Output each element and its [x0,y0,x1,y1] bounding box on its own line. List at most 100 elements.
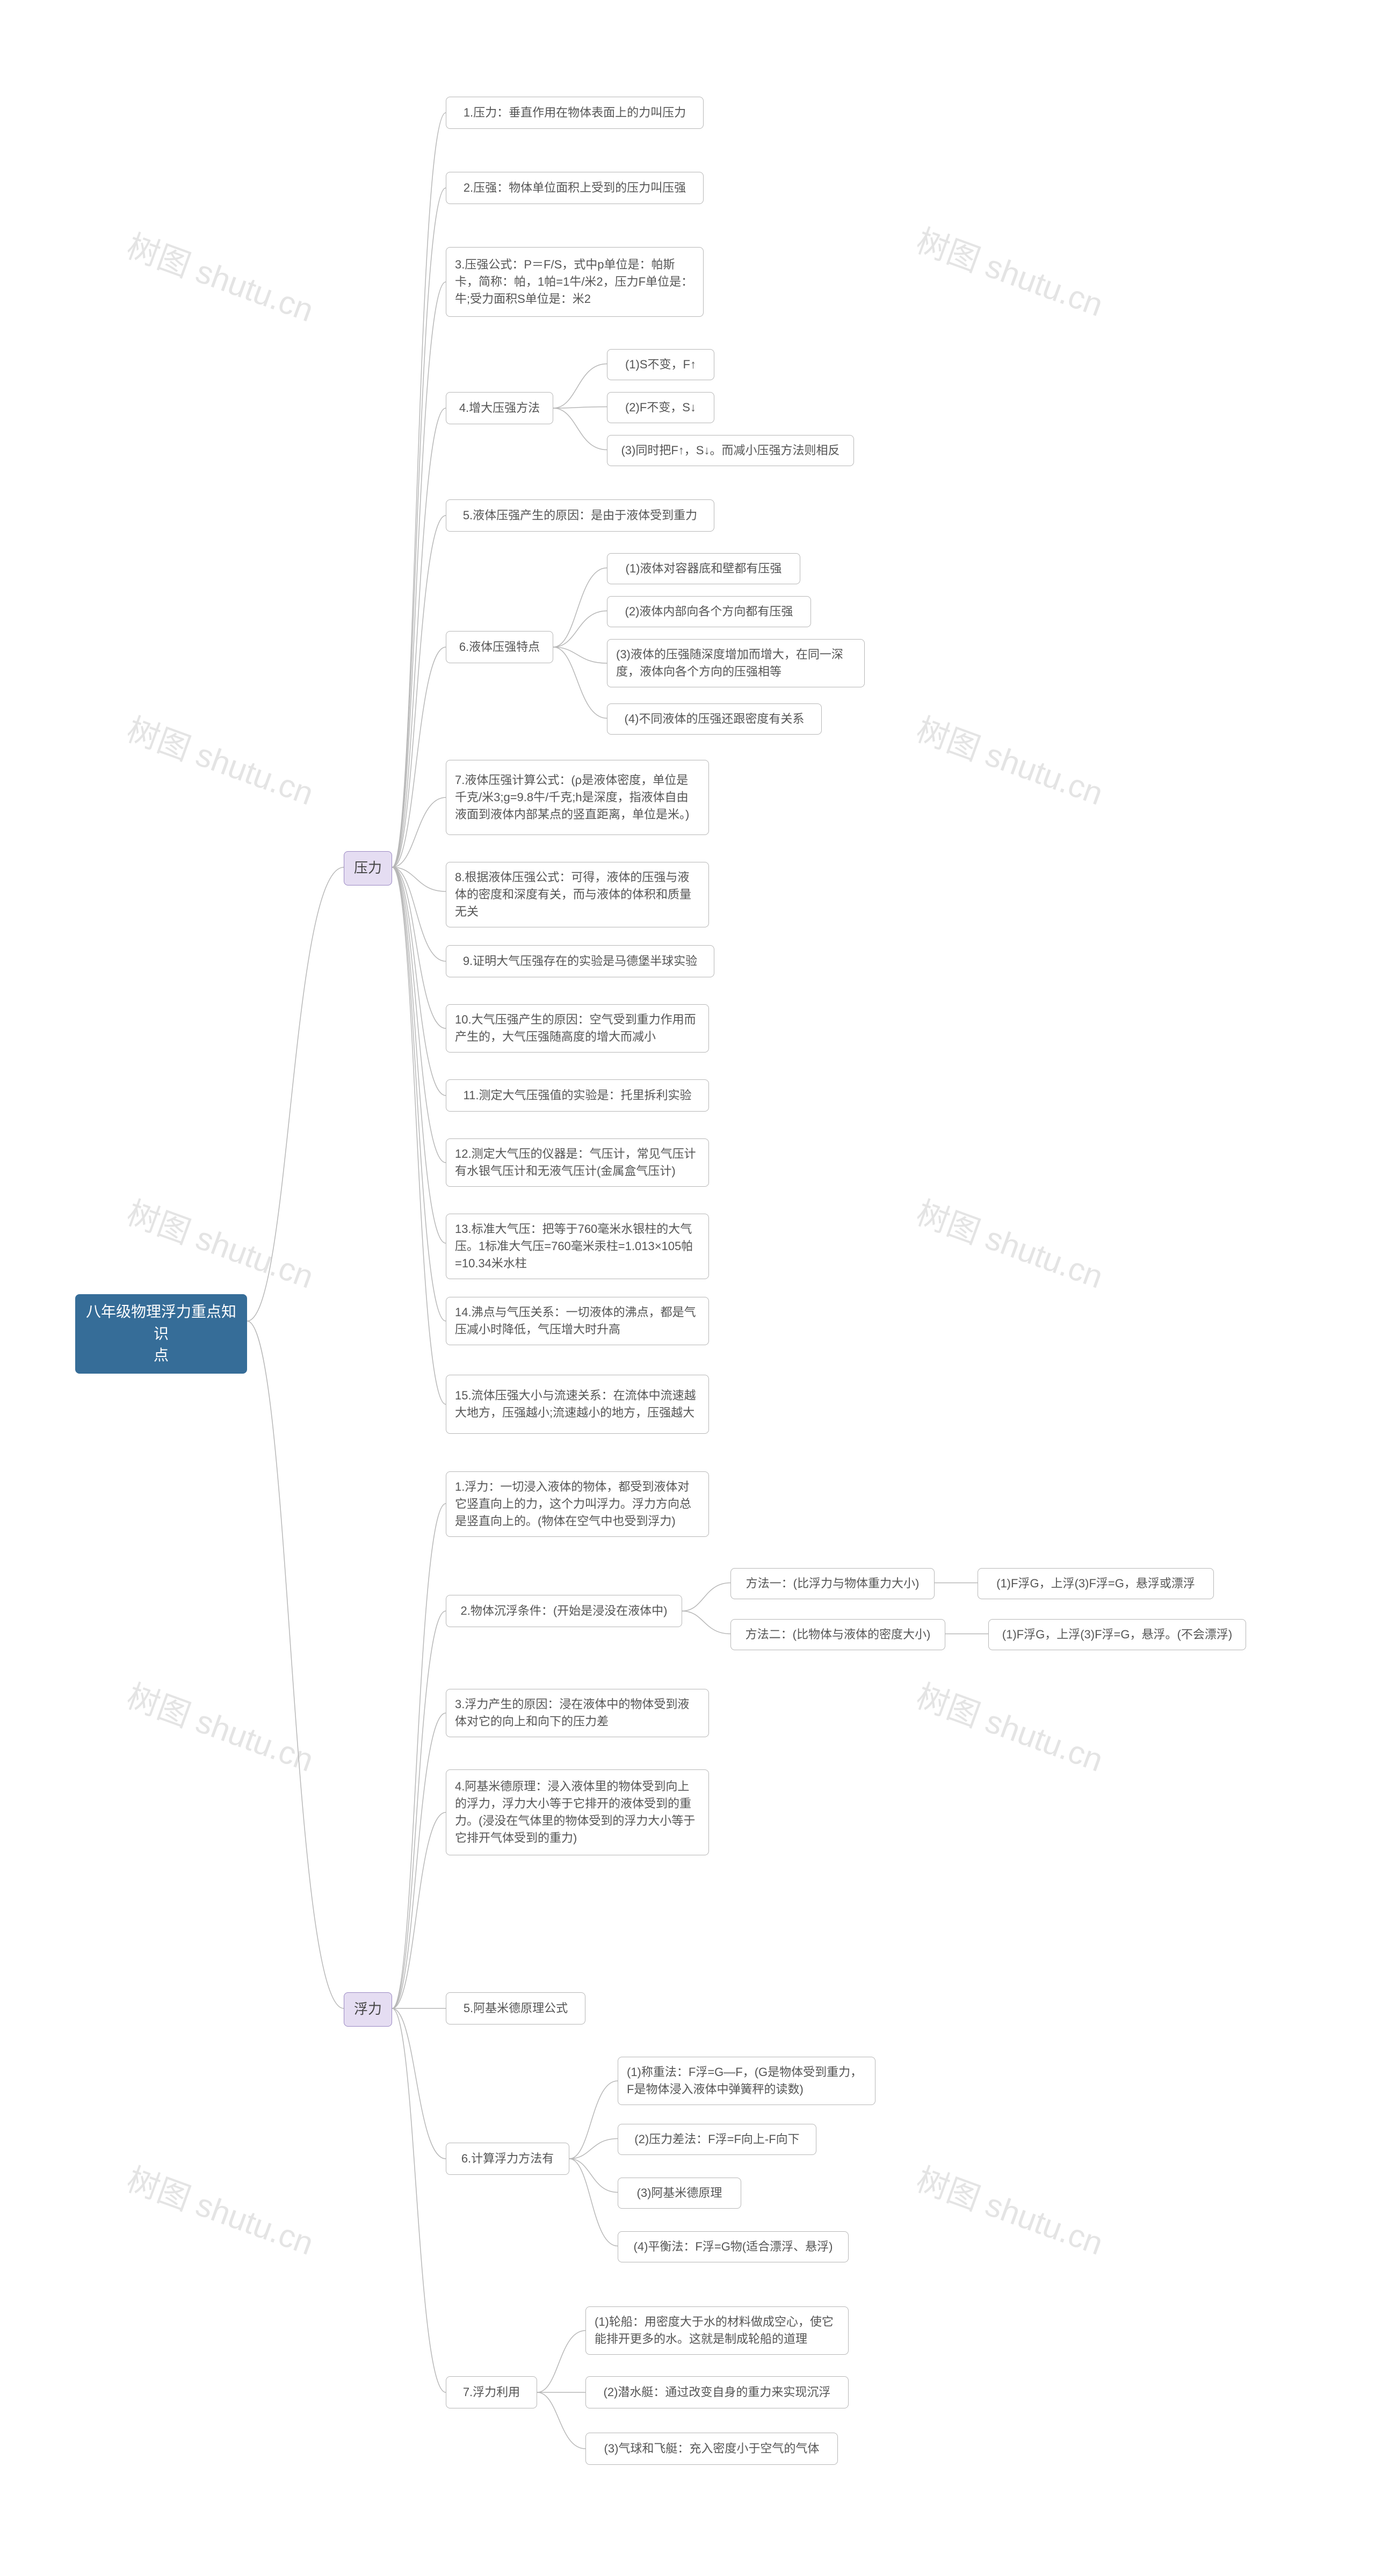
edge-y4-y4a [553,364,607,409]
node-y6b: (2)液体内部向各个方向都有压强 [607,596,811,627]
edge-yali-y8 [392,867,446,891]
node-y6: 6.液体压强特点 [446,631,553,663]
node-label: (4)不同液体的压强还跟密度有关系 [625,710,805,728]
node-label: 3.压强公式：P＝F/S，式中p单位是：帕斯卡，简称：帕，1帕=1牛/米2，压力… [455,256,694,308]
node-label: 9.证明大气压强存在的实验是马德堡半球实验 [463,953,697,970]
node-root: 八年级物理浮力重点知识 点 [75,1294,247,1374]
edge-f6-f6a [569,2081,618,2159]
watermark: 树图 shutu.cn [121,220,321,331]
node-label: 4.阿基米德原理：浸入液体里的物体受到向上的浮力，浮力大小等于它排开的液体受到的… [455,1778,700,1847]
watermark: 树图 shutu.cn [121,703,321,814]
edge-fuli-f1 [392,1504,446,2008]
node-f2bR: (1)F浮G，上浮(3)F浮=G，悬浮。(不会漂浮) [988,1619,1246,1650]
node-y15: 15.流体压强大小与流速关系：在流体中流速越大地方，压强越小;流速越小的地方，压… [446,1375,709,1434]
node-label: (1)S不变，F↑ [625,356,696,373]
node-label: 5.液体压强产生的原因：是由于液体受到重力 [463,507,697,524]
node-y14: 14.沸点与气压关系：一切液体的沸点，都是气压减小时降低，气压增大时升高 [446,1297,709,1345]
edge-y6-y6d [553,647,607,719]
node-y13: 13.标准大气压：把等于760毫米水银柱的大气压。1标准大气压=760毫米汞柱=… [446,1214,709,1279]
watermark: 树图 shutu.cn [121,1187,321,1297]
node-label: (2)F不变，S↓ [625,399,696,416]
node-label: 13.标准大气压：把等于760毫米水银柱的大气压。1标准大气压=760毫米汞柱=… [455,1221,700,1272]
edge-y6-y6c [553,647,607,663]
edge-y4-y4b [553,407,607,409]
node-label: 八年级物理浮力重点知识 点 [84,1301,238,1367]
node-label: 3.浮力产生的原因：浸在液体中的物体受到液体对它的向上和向下的压力差 [455,1696,700,1730]
node-y11: 11.测定大气压强值的实验是：托里拆利实验 [446,1079,709,1112]
node-f6b: (2)压力差法：F浮=F向上-F向下 [618,2124,816,2155]
watermark: 树图 shutu.cn [911,215,1110,325]
node-label: 6.计算浮力方法有 [461,2150,554,2167]
node-label: (3)阿基米德原理 [637,2185,722,2202]
node-label: 15.流体压强大小与流速关系：在流体中流速越大地方，压强越小;流速越小的地方，压… [455,1387,700,1421]
node-label: 1.浮力：一切浸入液体的物体，都受到液体对它竖直向上的力，这个力叫浮力。浮力方向… [455,1478,700,1530]
edge-yali-y4 [392,408,446,867]
node-f4: 4.阿基米德原理：浸入液体里的物体受到向上的浮力，浮力大小等于它排开的液体受到的… [446,1769,709,1855]
edge-fuli-f7 [392,2008,446,2392]
node-y6c: (3)液体的压强随深度增加而增大，在同一深度，液体向各个方向的压强相等 [607,639,865,687]
node-label: 8.根据液体压强公式：可得，液体的压强与液体的密度和深度有关，而与液体的体积和质… [455,869,700,920]
node-label: (1)F浮G，上浮(3)F浮=G，悬浮。(不会漂浮) [1002,1626,1232,1643]
node-f2aR: (1)F浮G，上浮(3)F浮=G，悬浮或漂浮 [978,1568,1214,1599]
edge-yali-y7 [392,797,446,867]
node-y7: 7.液体压强计算公式：(ρ是液体密度，单位是千克/米3;g=9.8牛/千克;h是… [446,760,709,835]
edge-yali-y11 [392,867,446,1095]
edge-yali-y2 [392,188,446,867]
node-f7b: (2)潜水艇：通过改变自身的重力来实现沉浮 [585,2376,849,2408]
node-label: (1)液体对容器底和壁都有压强 [626,560,782,577]
node-label: 1.压力：垂直作用在物体表面上的力叫压力 [464,104,686,121]
node-y12: 12.测定大气压的仪器是：气压计，常见气压计有水银气压计和无液气压计(金属盒气压… [446,1138,709,1187]
edge-y6-y6a [553,568,607,648]
node-f6a: (1)称重法：F浮=G—F，(G是物体受到重力，F是物体浸入液体中弹簧秤的读数) [618,2057,875,2105]
edge-yali-y9 [392,867,446,961]
edge-yali-y14 [392,867,446,1321]
node-label: (3)液体的压强随深度增加而增大，在同一深度，液体向各个方向的压强相等 [616,646,856,680]
node-label: (1)轮船：用密度大于水的材料做成空心，使它能排开更多的水。这就是制成轮船的道理 [595,2313,840,2348]
watermark: 树图 shutu.cn [911,2153,1110,2264]
node-label: 浮力 [354,1999,382,2020]
node-label: (4)平衡法：F浮=G物(适合漂浮、悬浮) [634,2238,833,2255]
node-label: 7.浮力利用 [463,2384,520,2401]
node-f3: 3.浮力产生的原因：浸在液体中的物体受到液体对它的向上和向下的压力差 [446,1689,709,1737]
watermark: 树图 shutu.cn [121,2153,321,2264]
edge-fuli-f6 [392,2008,446,2159]
edge-y6-y6b [553,611,607,648]
edge-yali-y12 [392,867,446,1163]
node-label: (3)气球和飞艇：充入密度小于空气的气体 [604,2440,820,2457]
node-f2b: 方法二：(比物体与液体的密度大小) [730,1619,945,1650]
node-y4c: (3)同时把F↑，S↓。而减小压强方法则相反 [607,435,854,466]
node-f7c: (3)气球和飞艇：充入密度小于空气的气体 [585,2433,838,2465]
node-y6a: (1)液体对容器底和壁都有压强 [607,553,800,584]
edge-root-yali [247,867,344,1321]
node-y1: 1.压力：垂直作用在物体表面上的力叫压力 [446,97,704,129]
node-label: (1)称重法：F浮=G—F，(G是物体受到重力，F是物体浸入液体中弹簧秤的读数) [627,2064,866,2098]
edge-yali-y3 [392,282,446,867]
node-y4b: (2)F不变，S↓ [607,392,714,423]
node-f1: 1.浮力：一切浸入液体的物体，都受到液体对它竖直向上的力，这个力叫浮力。浮力方向… [446,1471,709,1537]
node-fuli: 浮力 [344,1992,392,2027]
edge-fuli-f4 [392,1812,446,2008]
edge-yali-y15 [392,867,446,1404]
node-y6d: (4)不同液体的压强还跟密度有关系 [607,703,822,735]
node-label: (1)F浮G，上浮(3)F浮=G，悬浮或漂浮 [996,1575,1195,1592]
watermark: 树图 shutu.cn [911,1187,1110,1297]
node-y9: 9.证明大气压强存在的实验是马德堡半球实验 [446,945,714,977]
mindmap-canvas: 树图 shutu.cn 树图 shutu.cn 树图 shutu.cn 树图 shut… [0,0,1375,2576]
node-label: 11.测定大气压强值的实验是：托里拆利实验 [464,1087,692,1104]
node-y3: 3.压强公式：P＝F/S，式中p单位是：帕斯卡，简称：帕，1帕=1牛/米2，压力… [446,247,704,317]
edge-f6-f6d [569,2159,618,2246]
node-label: (3)同时把F↑，S↓。而减小压强方法则相反 [621,442,840,459]
edge-yali-y1 [392,113,446,867]
node-f7: 7.浮力利用 [446,2376,537,2408]
node-label: (2)压力差法：F浮=F向上-F向下 [634,2131,799,2148]
watermark: 树图 shutu.cn [911,703,1110,814]
edge-yali-y5 [392,516,446,867]
edge-f2-f2b [682,1611,730,1634]
node-label: 12.测定大气压的仪器是：气压计，常见气压计有水银气压计和无液气压计(金属盒气压… [455,1145,700,1180]
node-label: (2)液体内部向各个方向都有压强 [625,603,793,620]
node-label: (2)潜水艇：通过改变自身的重力来实现沉浮 [604,2384,831,2401]
edge-yali-y10 [392,867,446,1028]
node-yali: 压力 [344,851,392,886]
edge-yali-y6 [392,647,446,867]
edge-f6-f6b [569,2139,618,2159]
